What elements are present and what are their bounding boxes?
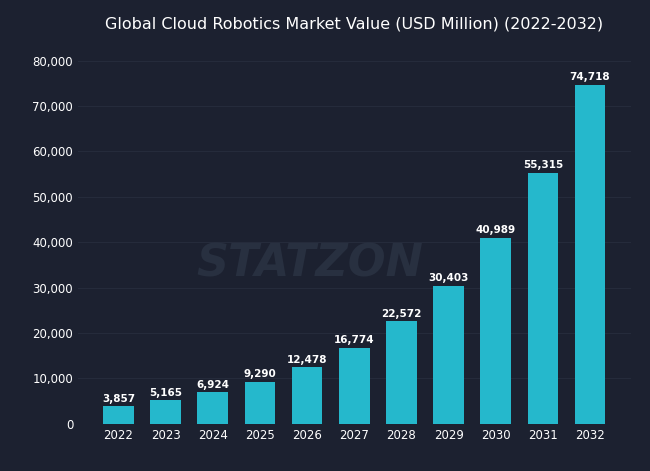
Bar (150, 400, 181, 424)
Bar (575, 85, 605, 424)
Bar (103, 406, 134, 424)
Title: Global Cloud Robotics Market Value (USD Million) (2022-2032): Global Cloud Robotics Market Value (USD … (105, 16, 603, 32)
Text: 9,290: 9,290 (244, 369, 276, 379)
Text: 12,478: 12,478 (287, 355, 328, 365)
Text: 6,924: 6,924 (196, 380, 229, 390)
Bar (244, 382, 275, 424)
Bar (434, 286, 464, 424)
Text: 74,718: 74,718 (570, 72, 610, 82)
Text: 5,165: 5,165 (149, 388, 182, 398)
Bar (386, 321, 417, 424)
Text: 30,403: 30,403 (428, 273, 469, 283)
Text: 16,774: 16,774 (334, 335, 374, 345)
Text: 55,315: 55,315 (523, 160, 563, 170)
Text: 3,857: 3,857 (102, 394, 135, 404)
Bar (339, 348, 370, 424)
Bar (528, 173, 558, 424)
Text: 22,572: 22,572 (381, 309, 422, 319)
Bar (198, 392, 228, 424)
Bar (480, 238, 511, 424)
Text: 40,989: 40,989 (476, 225, 516, 235)
Text: STATZON: STATZON (196, 242, 424, 285)
Bar (292, 367, 322, 424)
